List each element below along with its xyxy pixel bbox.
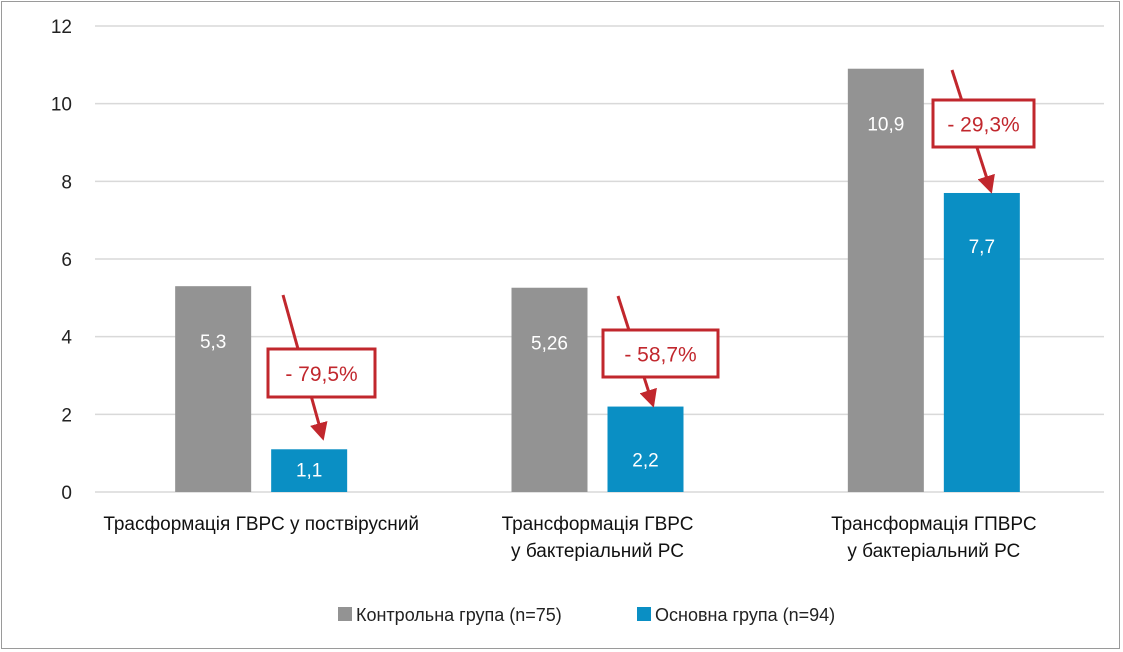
data-label: 2,2 (632, 451, 658, 472)
bar-main (607, 406, 684, 492)
y-tick-label: 10 (51, 95, 72, 116)
y-tick-label: 8 (61, 172, 72, 193)
data-label: 7,7 (969, 237, 995, 258)
bar-main (943, 192, 1020, 492)
y-tick-label: 6 (61, 250, 72, 271)
data-label: 5,3 (200, 332, 226, 353)
bar-control (175, 286, 252, 492)
y-tick-label: 4 (61, 328, 72, 349)
change-label: - 58,7% (624, 344, 696, 367)
change-box (931, 98, 1036, 149)
category-label: Трансформація ГВРС (502, 514, 694, 535)
y-tick-label: 12 (51, 17, 72, 38)
legend-label: Контрольна група (n=75) (356, 605, 562, 625)
category-label: у бактеріальний РС (511, 541, 684, 562)
change-box (266, 347, 377, 399)
change-box (601, 328, 720, 379)
legend-label: Основна група (n=94) (655, 605, 835, 625)
category-label: у бактеріальний РС (847, 541, 1020, 562)
data-label: 5,26 (531, 334, 568, 355)
y-tick-label: 0 (61, 483, 72, 504)
change-label: - 29,3% (947, 114, 1019, 137)
bar-main (271, 449, 348, 492)
category-label: Трансформація ГПВРС (831, 514, 1037, 535)
legend-swatch (338, 607, 352, 621)
y-tick-label: 2 (61, 405, 72, 426)
category-label: Трасформація ГВРС у поствірусний (103, 514, 419, 535)
data-label: 10,9 (867, 115, 904, 136)
legend-swatch (637, 607, 651, 621)
bar-control (511, 287, 588, 492)
data-label: 1,1 (296, 460, 322, 481)
change-label: - 79,5% (285, 363, 357, 386)
bar-control (847, 68, 924, 492)
